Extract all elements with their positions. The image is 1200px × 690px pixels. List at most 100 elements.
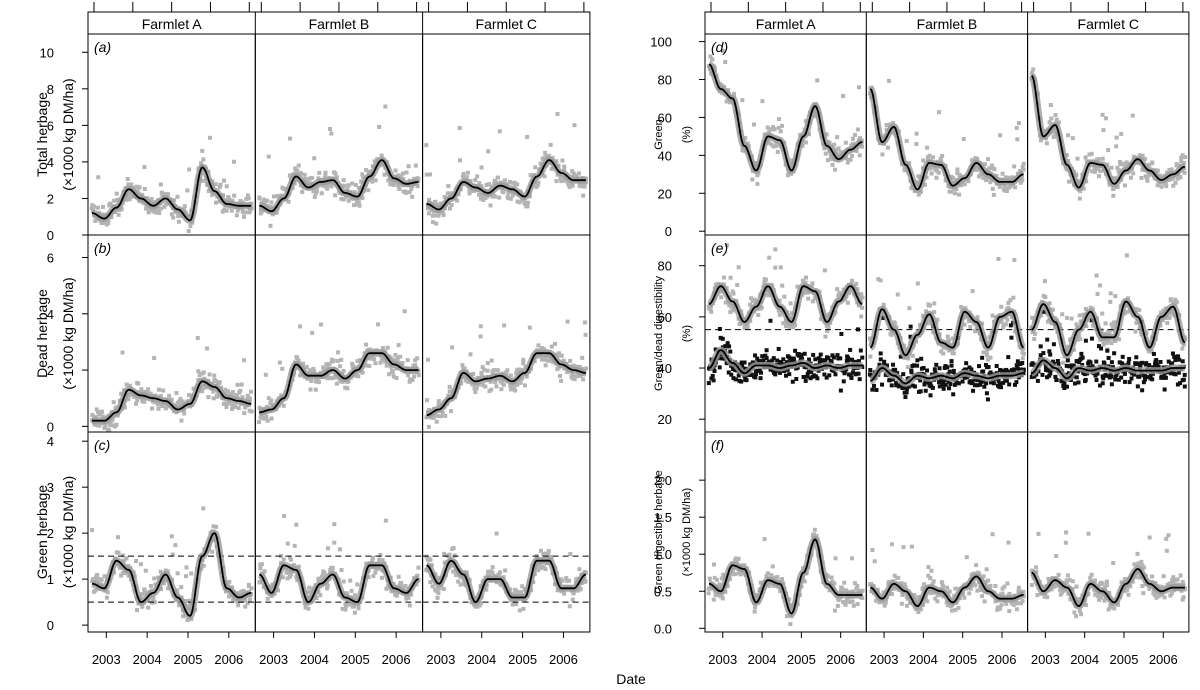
data-point [353,593,358,598]
data-point [1124,253,1129,258]
data-point [743,375,748,380]
data-point [115,197,120,202]
data-point [1165,320,1170,325]
data-point [1021,351,1026,356]
data-point [212,373,217,378]
data-point [1095,167,1100,172]
data-point [1000,171,1005,176]
data-point [885,363,890,368]
data-point [722,275,727,280]
data-point [146,605,151,610]
data-point [1100,381,1105,386]
data-point [843,140,848,145]
data-point [727,100,732,105]
data-point [213,182,218,187]
data-point [410,194,415,199]
data-point [851,136,856,141]
data-point [263,201,268,206]
data-point [544,154,549,159]
data-point [717,582,722,587]
data-point [1083,155,1088,160]
data-point [1173,358,1178,363]
data-point [1160,318,1165,323]
data-point [442,194,447,199]
data-point [772,127,777,132]
data-point [495,368,500,373]
data-point [352,604,357,609]
data-point [470,382,475,387]
data-point [156,206,161,211]
data-point [1117,337,1122,342]
data-point [584,176,589,181]
data-point [1116,169,1121,174]
data-point [436,591,441,596]
data-point [1064,315,1069,320]
data-point [410,377,415,382]
data-point [773,265,778,270]
data-point [994,363,999,368]
data-point [434,202,439,207]
data-point [142,587,147,592]
data-point [232,193,237,198]
data-point [473,389,478,394]
data-point [380,356,385,361]
data-point [451,569,456,574]
data-point [235,382,240,387]
data-point [1144,176,1149,181]
data-point [848,347,853,352]
data-point [380,346,385,351]
data-point [983,362,988,367]
data-point [767,292,772,297]
data-point [229,208,234,213]
data-point [740,98,745,103]
data-point [1020,356,1025,361]
data-point [784,373,789,378]
data-point [502,178,507,183]
data-point [179,418,184,423]
data-point [1079,351,1084,356]
data-point [314,596,319,601]
y-tick-label: 8 [47,82,54,97]
data-point [510,193,515,198]
data-point [999,304,1004,309]
smooth-curve [869,308,1025,357]
data-point [774,141,779,146]
data-point [1146,173,1151,178]
data-point [858,136,863,141]
data-point [528,173,533,178]
data-point [295,168,300,173]
data-point [1081,186,1086,191]
data-point [561,358,566,363]
data-point [578,587,583,592]
data-point [1099,346,1104,351]
data-point [266,154,271,159]
data-point [483,195,488,200]
data-point [966,179,971,184]
data-point [1159,184,1164,189]
data-point [725,341,730,346]
data-point [1179,155,1184,160]
data-point [1090,169,1095,174]
data-point [878,357,883,362]
data-point [902,167,907,172]
data-point [901,372,906,377]
data-point [111,400,116,405]
data-point [210,549,215,554]
facet-frame [704,33,867,236]
data-point [379,575,384,580]
data-point [1107,330,1112,335]
data-point [298,324,303,329]
data-point [292,543,297,548]
data-point [306,180,311,185]
data-point [1045,375,1050,380]
data-point [404,170,409,175]
data-point [852,132,857,137]
data-point [492,194,497,199]
data-point [171,215,176,220]
data-point [330,376,335,381]
data-point [773,372,778,377]
data-point [139,387,144,392]
data-point [494,180,499,185]
data-point [1111,193,1116,198]
smooth-curve [259,352,419,414]
